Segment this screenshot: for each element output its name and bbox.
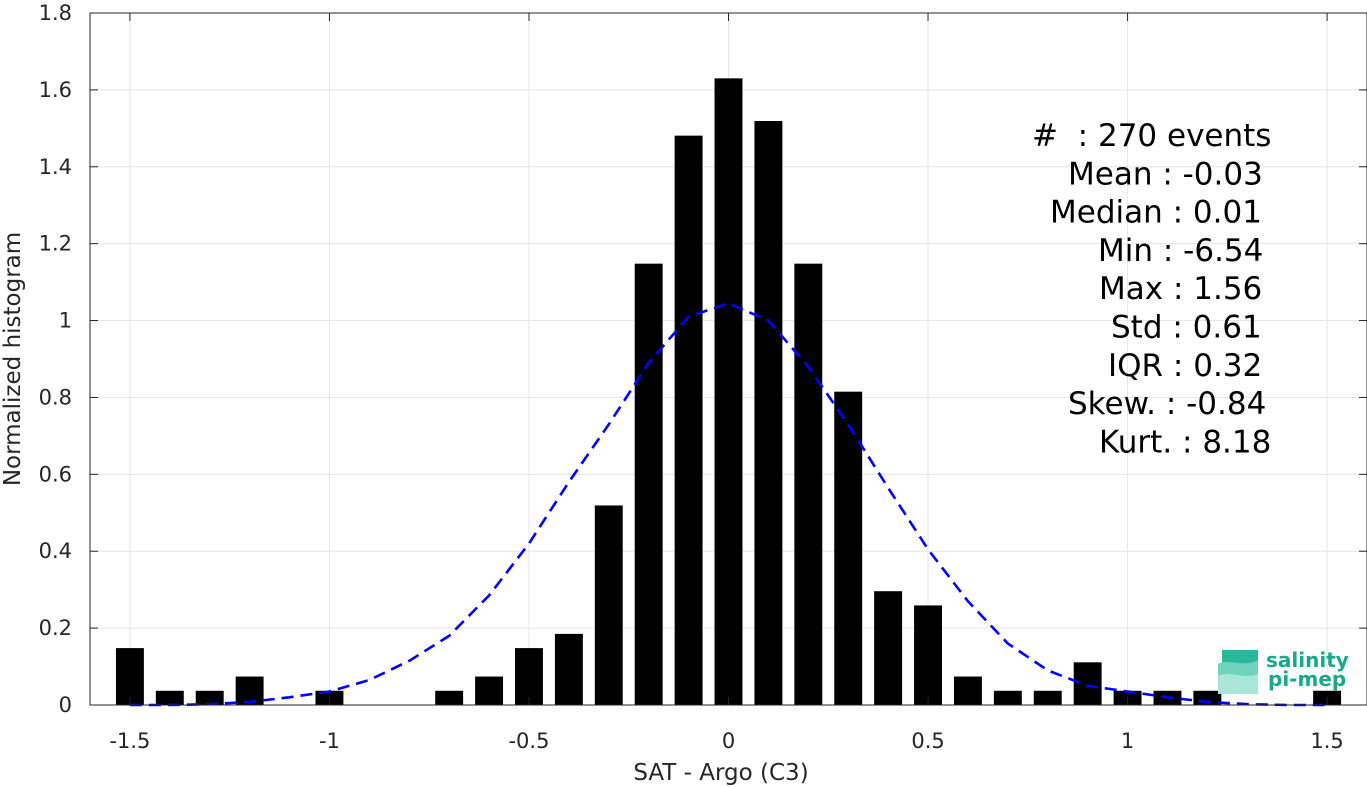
histogram-bar [754,121,783,706]
x-axis-label: SAT - Argo (C3) [633,760,808,786]
histogram-bar [834,391,863,705]
histogram-bar [475,676,504,705]
logo-line-1: salinity [1266,648,1349,672]
stat-line: Median : 0.01 [1050,195,1262,231]
x-tick-label: 0 [722,729,735,753]
y-tick-label: 0.8 [39,385,72,409]
histogram-bar [554,633,583,705]
logo-line-2: pi-mep [1268,667,1346,691]
y-tick-label: 0.2 [39,616,72,640]
histogram-bar [674,135,703,706]
y-axis-label: Normalized histogram [0,232,26,486]
histogram-bar [634,263,663,705]
gaussian-fit-curve [129,301,1328,707]
y-tick-label: 1.4 [39,155,72,179]
histogram-bar [435,690,464,705]
y-tick-label: 1.8 [39,1,72,25]
histogram-bar [195,690,224,705]
histogram-bar [1073,662,1102,705]
histogram-bar [115,648,144,705]
axis-ticks [90,12,1367,706]
histogram-bar [1033,690,1062,705]
histogram-bar [515,648,543,705]
histogram-bar [874,591,903,705]
y-tick-label: 0 [59,693,72,717]
y-tick-label: 0.6 [39,462,72,486]
stat-line: Min : -6.54 [1098,233,1263,269]
x-tick-label: -1 [319,729,340,753]
stat-line: Std : 0.61 [1111,310,1262,346]
histogram-bar [594,505,623,705]
x-tick-label: -1.5 [109,729,150,753]
stat-line: Max : 1.56 [1099,271,1262,307]
y-tick-labels: 0 0.2 0.4 0.6 0.8 1 1.2 1.4 1.6 1.8 [39,1,72,717]
x-tick-label: 0.5 [911,729,944,753]
histogram-bar [953,676,982,705]
histogram-bar [155,690,184,705]
y-tick-label: 1.6 [39,78,72,102]
histogram-bar [714,78,743,706]
stat-line: IQR : 0.32 [1108,348,1262,384]
x-tick-label: 1 [1121,729,1134,753]
histogram-bar [235,676,264,705]
histogram-bar [794,263,823,705]
stat-line: Skew. : -0.84 [1068,386,1266,422]
y-tick-label: 1 [59,309,72,333]
x-tick-label: -0.5 [508,729,549,753]
x-tick-labels: -1.5 -1 -0.5 0 0.5 1 1.5 [109,729,1343,753]
histogram-bars [115,78,1342,706]
stat-line: # : 270 events [1032,118,1271,154]
stat-line: Mean : -0.03 [1068,156,1263,192]
y-tick-label: 0.4 [39,539,72,563]
y-tick-label: 1.2 [39,232,72,256]
histogram-bar [914,605,942,705]
salinity-pi-mep-logo: salinity pi-mep [1218,648,1349,694]
histogram-bar [993,690,1022,705]
stat-line: Kurt. : 8.18 [1099,424,1271,460]
logo-wave-icon [1218,650,1258,694]
x-tick-label: 1.5 [1310,729,1343,753]
